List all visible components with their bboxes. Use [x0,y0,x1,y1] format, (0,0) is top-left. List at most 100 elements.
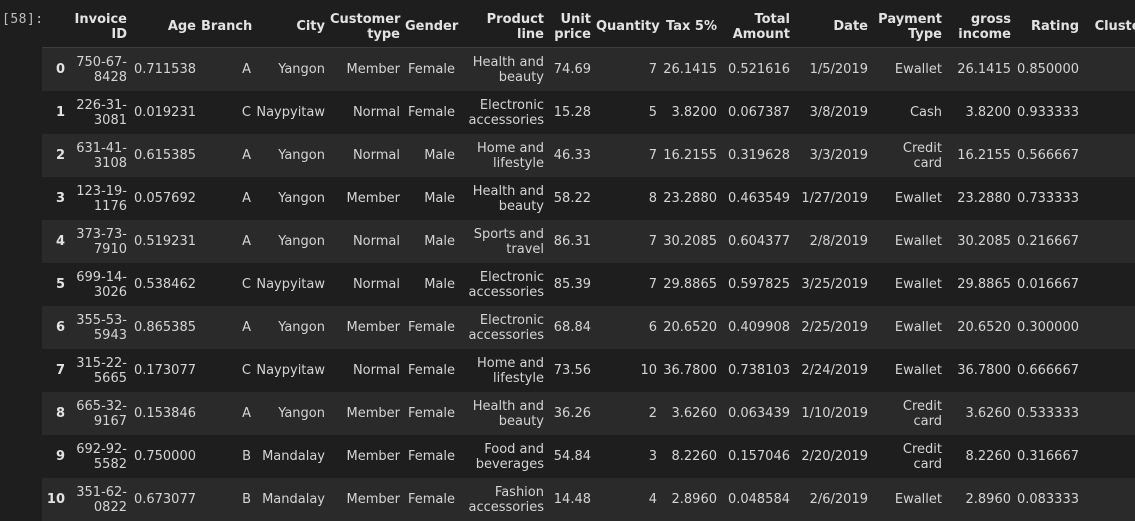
row-index: 4 [42,220,70,263]
column-header: Total Amount [722,6,795,48]
table-cell: A [201,48,256,92]
column-header: Unit price [549,6,596,48]
table-cell: Home and lifestyle [460,349,549,392]
table-cell: 3 [1084,349,1135,392]
table-cell: 0.533333 [1016,392,1084,435]
row-index: 7 [42,349,70,392]
table-cell: 373-73-7910 [70,220,132,263]
table-cell: 6 [596,306,662,349]
table-cell: 750-67-8428 [70,48,132,92]
table-cell: 0.153846 [132,392,201,435]
table-cell: 73.56 [549,349,596,392]
table-cell: Yangon [256,177,330,220]
table-cell: Member [330,435,405,478]
table-cell: 36.7800 [947,349,1016,392]
table-cell: 226-31-3081 [70,91,132,134]
table-cell: 699-14-3026 [70,263,132,306]
table-cell: 0.016667 [1016,263,1084,306]
table-cell: 0 [1084,220,1135,263]
table-cell: Health and beauty [460,177,549,220]
column-header: Cluster [1084,6,1135,48]
table-cell: 54.84 [549,435,596,478]
table-cell: 0.750000 [132,435,201,478]
table-cell: A [201,177,256,220]
table-cell: 86.31 [549,220,596,263]
table-cell: 2/20/2019 [795,435,873,478]
table-cell: 0.865385 [132,306,201,349]
table-cell: 0.673077 [132,478,201,521]
table-cell: Electronic accessories [460,306,549,349]
table-cell: Naypyitaw [256,263,330,306]
table-cell: 0.933333 [1016,91,1084,134]
table-cell: 0.521616 [722,48,795,92]
table-cell: 3/3/2019 [795,134,873,177]
table-cell: 2.8960 [947,478,1016,521]
table-cell: Food and beverages [460,435,549,478]
table-cell: 8.2260 [947,435,1016,478]
table-cell: Mandalay [256,435,330,478]
table-cell: 23.2880 [947,177,1016,220]
table-cell: Male [405,134,460,177]
table-cell: Ewallet [873,263,947,306]
table-cell: 5 [1084,306,1135,349]
table-cell: Fashion accessories [460,478,549,521]
table-cell: Health and beauty [460,48,549,92]
row-index: 8 [42,392,70,435]
table-cell: Yangon [256,306,330,349]
table-cell: 0.409908 [722,306,795,349]
table-cell: Male [405,177,460,220]
table-cell: A [201,220,256,263]
table-cell: Normal [330,349,405,392]
table-cell: 351-62-0822 [70,478,132,521]
column-header: Customer type [330,6,405,48]
table-cell: Ewallet [873,48,947,92]
row-index: 9 [42,435,70,478]
table-cell: 8.2260 [662,435,722,478]
row-index: 6 [42,306,70,349]
table-cell: Ewallet [873,177,947,220]
table-cell: 0.538462 [132,263,201,306]
column-header: Gender [405,6,460,48]
table-cell: 0.300000 [1016,306,1084,349]
table-cell: C [201,263,256,306]
table-cell: 0.597825 [722,263,795,306]
table-cell: 68.84 [549,306,596,349]
table-cell: Ewallet [873,306,947,349]
table-cell: Member [330,177,405,220]
table-cell: 74.69 [549,48,596,92]
table-cell: 0.733333 [1016,177,1084,220]
table-cell: 26.1415 [662,48,722,92]
table-cell: 2.8960 [662,478,722,521]
table-cell: 0.048584 [722,478,795,521]
table-cell: 36.26 [549,392,596,435]
table-cell: Female [405,48,460,92]
table-cell: 7 [596,134,662,177]
table-cell: 2/24/2019 [795,349,873,392]
table-cell: Female [405,306,460,349]
table-cell: 26.1415 [947,48,1016,92]
table-cell: 29.8865 [947,263,1016,306]
table-cell: Ewallet [873,478,947,521]
table-cell: Normal [330,91,405,134]
column-header: Date [795,6,873,48]
table-cell: 2 [1084,177,1135,220]
table-cell: 30.2085 [662,220,722,263]
table-cell: 4 [1084,48,1135,92]
table-cell: 46.33 [549,134,596,177]
table-cell: 1/5/2019 [795,48,873,92]
table-cell: Home and lifestyle [460,134,549,177]
table-cell: 0.850000 [1016,48,1084,92]
table-cell: Credit card [873,392,947,435]
column-header: Invoice ID [70,6,132,48]
table-cell: 1 [1084,134,1135,177]
table-cell: 1/10/2019 [795,392,873,435]
table-cell: Member [330,392,405,435]
table-cell: 2 [1084,392,1135,435]
table-cell: B [201,478,256,521]
table-cell: 2 [596,392,662,435]
